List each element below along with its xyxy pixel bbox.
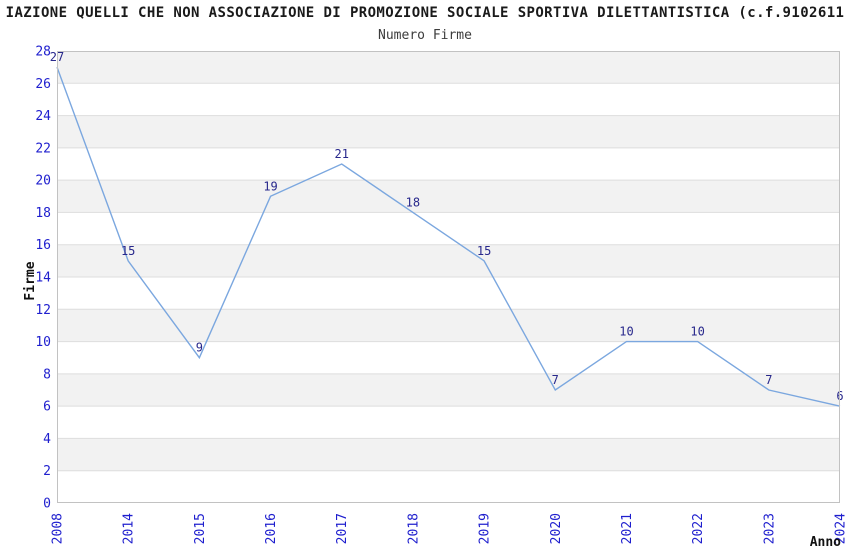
y-tick-label: 14 xyxy=(35,271,51,286)
y-tick-label: 2 xyxy=(43,464,51,479)
chart-band xyxy=(57,51,840,84)
y-tick-label: 8 xyxy=(43,367,51,382)
x-tick-label: 2016 xyxy=(264,513,279,544)
chart-band xyxy=(57,244,840,277)
chart-band xyxy=(57,470,840,503)
x-axis-title: Anno xyxy=(810,535,841,550)
y-tick-label: 10 xyxy=(35,335,51,350)
y-tick-label: 16 xyxy=(35,238,51,253)
data-label: 10 xyxy=(619,325,633,339)
data-label: 21 xyxy=(335,147,349,161)
data-label: 9 xyxy=(196,341,203,355)
y-tick-label: 4 xyxy=(43,432,51,447)
chart-band xyxy=(57,180,840,213)
data-line xyxy=(56,66,841,407)
chart-band xyxy=(57,309,840,342)
data-label: 15 xyxy=(121,244,135,258)
y-tick-label: 0 xyxy=(43,497,51,512)
chart-band xyxy=(57,83,840,116)
chart-band xyxy=(57,373,840,407)
chart-band xyxy=(57,212,840,245)
x-tick-label: 2021 xyxy=(620,513,635,544)
x-tick-label: 2015 xyxy=(193,513,208,544)
data-label: 7 xyxy=(765,373,772,387)
chart-band xyxy=(57,277,840,310)
x-tick-label: 2008 xyxy=(51,513,66,544)
x-tick-label: 2022 xyxy=(691,513,706,544)
x-tick-label: 2019 xyxy=(478,513,493,544)
data-label: 15 xyxy=(477,244,491,258)
y-axis-title: Firme xyxy=(23,261,38,300)
x-tick-label: 2017 xyxy=(335,513,350,544)
plot-border xyxy=(57,51,840,503)
chart-title: IAZIONE QUELLI CHE NON ASSOCIAZIONE DI P… xyxy=(5,5,845,21)
y-tick-label: 24 xyxy=(35,109,51,124)
chart-band xyxy=(57,147,840,181)
chart-subtitle: Numero Firme xyxy=(378,28,472,43)
chart-band xyxy=(57,115,840,148)
x-tick-label: 2018 xyxy=(406,513,421,544)
y-tick-label: 12 xyxy=(35,303,51,318)
data-label: 10 xyxy=(690,325,704,339)
y-tick-label: 6 xyxy=(43,400,51,415)
x-tick-label: 2014 xyxy=(122,513,137,544)
y-tick-label: 26 xyxy=(35,77,51,92)
chart-band xyxy=(57,406,840,439)
chart-band xyxy=(57,341,840,374)
y-tick-label: 22 xyxy=(35,141,51,156)
data-label: 18 xyxy=(406,195,420,209)
y-tick-label: 20 xyxy=(35,174,51,189)
x-tick-label: 2023 xyxy=(762,513,777,544)
chart-band xyxy=(57,438,840,471)
y-tick-label: 18 xyxy=(35,206,51,221)
data-label: 19 xyxy=(263,179,277,193)
y-tick-label: 28 xyxy=(35,45,51,60)
x-tick-label: 2024 xyxy=(834,513,849,544)
data-label: 7 xyxy=(552,373,559,387)
x-tick-label: 2020 xyxy=(549,513,564,544)
